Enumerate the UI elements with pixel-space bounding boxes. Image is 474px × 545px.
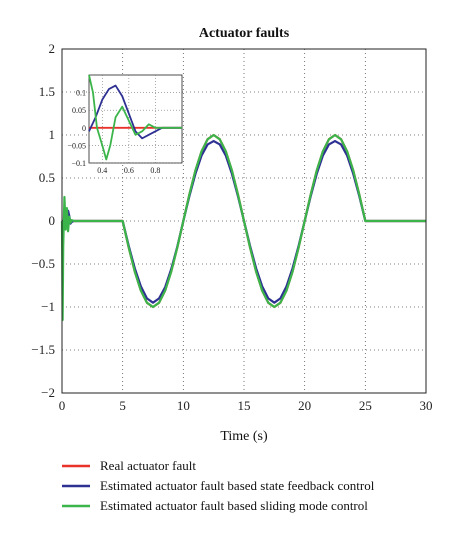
y-tick-label: 2: [49, 41, 56, 56]
x-tick-label: 25: [359, 398, 372, 413]
legend-label-1: Real actuator fault: [100, 458, 196, 473]
x-tick-label: 30: [420, 398, 433, 413]
inset-frame: [88, 74, 183, 164]
inset-y-tick-label: −0.1: [71, 159, 86, 168]
x-tick-label: 10: [177, 398, 190, 413]
x-tick-label: 5: [119, 398, 126, 413]
y-tick-label: 0.5: [39, 170, 55, 185]
y-tick-label: 1.5: [39, 84, 55, 99]
x-tick-label: 0: [59, 398, 66, 413]
x-tick-label: 20: [298, 398, 311, 413]
x-tick-labels: 0 5 10 15 20 25 30: [59, 398, 433, 413]
inset-plot: 0.4 0.6 0.8 −0.1 −0.05 0 0.05 0.1: [67, 74, 183, 175]
legend: Real actuator fault Estimated actuator fa…: [62, 458, 375, 513]
inset-x-tick-label: 0.8: [150, 166, 160, 175]
plot-frame: [61, 48, 427, 394]
series-line-3: [60, 133, 426, 321]
series-lines: [60, 133, 426, 321]
y-tick-label: −0.5: [31, 256, 55, 271]
inset-y-tick-label: 0.1: [76, 89, 86, 98]
y-tick-label: −1: [41, 299, 55, 314]
inset-y-tick-label: 0: [82, 124, 86, 133]
y-tick-label: −2: [41, 385, 55, 400]
chart-title: Actuator faults: [199, 26, 290, 41]
x-tick-label: 15: [238, 398, 251, 413]
inset-x-tick-label: 0.4: [97, 166, 107, 175]
y-tick-label: 0: [49, 213, 56, 228]
y-tick-label: −1.5: [31, 342, 55, 357]
inset-y-tick-label: −0.05: [67, 141, 86, 150]
inset-series-line-3: [88, 74, 182, 161]
inset-x-tick-label: 0.6: [124, 166, 134, 175]
y-tick-labels: −2 −1.5 −1 −0.5 0 0.5 1 1.5 2: [31, 41, 55, 400]
inset-y-tick-label: 0.05: [72, 106, 86, 115]
x-axis-label: Time (s): [220, 429, 268, 444]
legend-label-3: Estimated actuator fault based sliding m…: [100, 498, 368, 513]
legend-label-2: Estimated actuator fault based state fee…: [100, 478, 375, 493]
y-tick-label: 1: [49, 127, 56, 142]
